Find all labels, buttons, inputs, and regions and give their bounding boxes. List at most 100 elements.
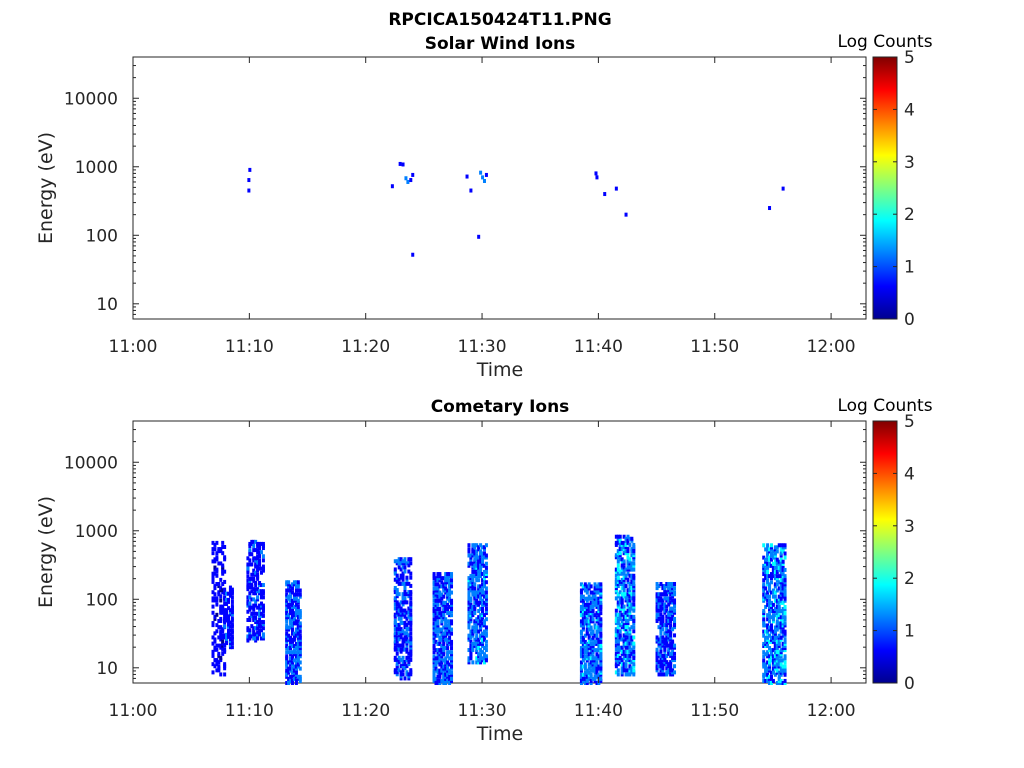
heatmap-cell [296, 598, 300, 603]
heatmap-cell [432, 580, 436, 585]
heatmap-cell [581, 672, 585, 677]
heatmap-cell [213, 645, 217, 650]
heatmap-cell [583, 633, 587, 638]
heatmap-cell [401, 659, 405, 664]
heatmap-cell [287, 582, 291, 587]
heatmap-cell [261, 591, 265, 596]
heatmap-cell [616, 653, 620, 658]
heatmap-cell [477, 559, 481, 564]
heatmap-cell [252, 617, 256, 622]
heatmap-cell [599, 670, 603, 675]
heatmap-cell [432, 598, 436, 603]
heatmap-cell [781, 549, 785, 554]
heatmap-cell [285, 658, 289, 663]
heatmap-cell [599, 631, 603, 636]
heatmap-cell [397, 602, 401, 607]
heatmap-cell [777, 676, 781, 681]
heatmap-cell [479, 571, 483, 576]
heatmap-cell [669, 662, 673, 667]
heatmap-cell [211, 651, 215, 656]
heatmap-cell [630, 635, 634, 640]
heatmap-cell [407, 655, 411, 660]
heatmap-cell [444, 662, 448, 667]
heatmap-cell [665, 666, 669, 671]
heatmap-cell [296, 637, 300, 642]
heatmap-cell [440, 611, 444, 616]
heatmap-cell [230, 645, 234, 650]
heatmap-cell [673, 616, 677, 621]
heatmap-cell [254, 572, 258, 577]
heatmap-cell [393, 620, 397, 625]
heatmap-cell [436, 629, 440, 634]
heatmap-cell [484, 574, 488, 579]
heatmap-cell [228, 612, 232, 617]
heatmap-cell [294, 670, 298, 675]
heatmap-cell [628, 653, 632, 658]
heatmap-cell [626, 668, 630, 673]
heatmap-cell [213, 571, 217, 576]
heatmap-cell [399, 606, 403, 611]
heatmap-cell [632, 563, 636, 568]
heatmap-cell [254, 583, 258, 588]
heatmap-cell [438, 635, 442, 640]
heatmap-cell [432, 609, 436, 614]
heatmap-cell [442, 584, 446, 589]
heatmap-cell [661, 666, 665, 671]
heatmap-cell [448, 621, 452, 626]
heatmap-cell [409, 645, 413, 650]
heatmap-cell [405, 664, 409, 669]
heatmap-cell [659, 635, 663, 640]
heatmap-cell [479, 574, 483, 579]
heatmap-cell [626, 618, 630, 623]
heatmap-cell [777, 621, 781, 626]
heatmap-cell [779, 672, 783, 677]
heatmap-cell [481, 641, 485, 646]
heatmap-cell [215, 612, 219, 617]
heatmap-cell [663, 647, 667, 652]
heatmap-cell [768, 639, 772, 644]
heatmap-cell [764, 574, 768, 579]
heatmap-cell [769, 590, 773, 595]
heatmap-cell [622, 561, 626, 566]
heatmap-cell [583, 662, 587, 667]
heatmap-cell [614, 573, 618, 578]
heatmap-cell [777, 681, 781, 685]
heatmap-cell [471, 543, 475, 548]
heatmap-cell [768, 549, 772, 554]
heatmap-cell [599, 617, 603, 622]
heatmap-cell [479, 633, 483, 638]
heatmap-cell [471, 563, 475, 568]
heatmap-cell [589, 650, 593, 655]
heatmap-cell [764, 641, 768, 646]
heatmap-cell [446, 627, 450, 632]
heatmap-cell [225, 608, 229, 613]
heatmap-cell [450, 619, 454, 624]
heatmap-cell [259, 550, 263, 555]
heatmap-cell [438, 674, 442, 679]
heatmap-cell [614, 555, 618, 560]
heatmap-cell [475, 557, 479, 562]
heatmap-cell [597, 609, 601, 614]
heatmap-cell [671, 649, 675, 654]
heatmap-cell [399, 559, 403, 564]
heatmap-cell [436, 582, 440, 587]
heatmap-cell [405, 625, 409, 630]
heatmap-cell [298, 635, 302, 640]
heatmap-cell [589, 584, 593, 589]
heatmap-cell [762, 617, 766, 622]
heatmap-cell [628, 581, 632, 586]
heatmap-cell [773, 576, 777, 581]
heatmap-cell [230, 634, 234, 639]
heatmap-cell [583, 584, 587, 589]
heatmap-cell [259, 601, 263, 606]
heatmap-cell [781, 648, 785, 653]
heatmap-cell [632, 581, 636, 586]
heatmap-cell [432, 668, 436, 673]
heatmap-cell [252, 615, 256, 620]
heatmap-cell [659, 625, 663, 630]
heatmap-cell [599, 596, 603, 601]
heatmap-cell [395, 590, 399, 595]
heatmap-cell [587, 602, 591, 607]
heatmap-cell [296, 656, 300, 661]
heatmap-cell [484, 611, 488, 616]
